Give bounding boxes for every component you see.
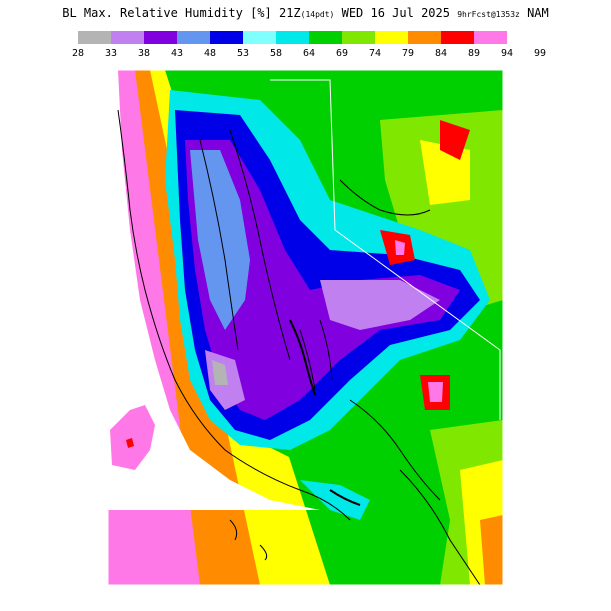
legend-tick-label: 38: [137, 48, 151, 59]
title-model: NAM: [527, 6, 549, 20]
title-forecast: 9hrFcst@1353z: [457, 10, 520, 19]
field-offshore-pink: [110, 405, 155, 470]
field-offshore-red: [126, 438, 134, 448]
field-coast-orange: [135, 70, 390, 585]
legend-tick-label: 89: [467, 48, 481, 59]
field-valley-core: [190, 150, 250, 330]
terrain-ridges: [289, 319, 361, 506]
legend-tick-label: 58: [269, 48, 283, 59]
legend-tick-label: 53: [236, 48, 250, 59]
field-southeast-orange: [480, 515, 503, 585]
legend-tick-label: 43: [170, 48, 184, 59]
state-boundary: [270, 79, 501, 420]
field-interior-purple: [185, 140, 460, 420]
legend-swatch: [243, 31, 276, 44]
field-north-red: [440, 120, 470, 160]
contour-lines: [117, 109, 481, 586]
humidity-field: [108, 70, 503, 585]
legend-swatch: [210, 31, 243, 44]
field-lavender: [320, 280, 440, 330]
legend-tick-label: 99: [533, 48, 547, 59]
title-date: WED 16 Jul 2025: [341, 6, 450, 20]
legend-swatch: [177, 31, 210, 44]
field-socal-cyan: [300, 480, 370, 520]
legend-swatch: [144, 31, 177, 44]
legend-swatch: [342, 31, 375, 44]
color-legend-bar: [78, 31, 507, 44]
title-local-time: (14pdt): [300, 10, 335, 19]
title-main: BL Max. Relative Humidity [%] 21Z: [62, 6, 301, 20]
legend-tick-label: 74: [368, 48, 382, 59]
legend-swatch: [111, 31, 144, 44]
field-east-pink: [428, 382, 443, 402]
legend-tick-label: 94: [500, 48, 514, 59]
color-legend-ticks: 28 33 38 43 48 53 58 64 69 74 79 84 89 94 99: [0, 48, 611, 62]
legend-swatch: [408, 31, 441, 44]
legend-swatch: [309, 31, 342, 44]
field-ocean: [108, 70, 320, 510]
legend-tick-label: 69: [335, 48, 349, 59]
legend-tick-label: 79: [401, 48, 415, 59]
domain-frame: [107, 69, 504, 586]
legend-swatch: [441, 31, 474, 44]
legend-tick-label: 48: [203, 48, 217, 59]
legend-tick-label: 28: [71, 48, 85, 59]
field-valley-gray: [212, 360, 228, 385]
legend-swatch: [474, 31, 507, 44]
legend-tick-label: 33: [104, 48, 118, 59]
legend-tick-label: 64: [302, 48, 316, 59]
legend-swatch: [78, 31, 111, 44]
legend-tick-label: 84: [434, 48, 448, 59]
map-title: BL Max. Relative Humidity [%] 21Z(14pdt)…: [0, 6, 611, 20]
field-ne-pink: [395, 240, 405, 255]
legend-swatch: [276, 31, 309, 44]
legend-swatch: [375, 31, 408, 44]
